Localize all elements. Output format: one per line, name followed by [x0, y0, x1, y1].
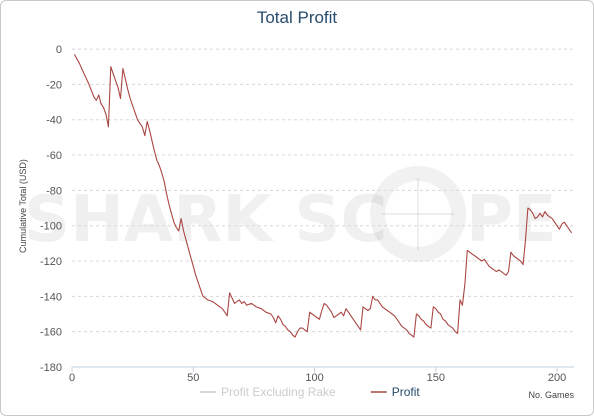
y-tick-label: -160	[40, 327, 62, 339]
y-tick-label: 0	[56, 44, 62, 56]
y-tick-label: -100	[40, 221, 62, 233]
x-tick-label: 100	[305, 372, 323, 384]
x-tick-label: 150	[427, 372, 445, 384]
y-tick-label: -140	[40, 291, 62, 303]
x-tick-label: 200	[548, 372, 566, 384]
legend-label: Profit Excluding Rake	[221, 385, 336, 399]
series-line-profit	[73, 54, 573, 338]
watermark-text-left: SHARK SC	[24, 183, 387, 257]
legend-label: Profit	[392, 385, 421, 399]
watermark-scope-inner	[385, 181, 451, 247]
y-tick-label: -120	[40, 256, 62, 268]
y-tick-label: -40	[46, 115, 62, 127]
y-axis-label: Cumulative Total (USD)	[18, 159, 28, 253]
y-tick-label: -20	[46, 79, 62, 91]
legend: Profit Excluding Rake Profit	[200, 385, 420, 399]
legend-item[interactable]: Profit	[370, 385, 421, 399]
y-tick-label: -80	[46, 185, 62, 197]
legend-item[interactable]: Profit Excluding Rake	[200, 385, 336, 399]
chart-title: Total Profit	[256, 8, 338, 27]
y-tick-label: -60	[46, 150, 62, 162]
watermark-text-right: PE	[466, 183, 557, 257]
x-tick-label: 0	[69, 372, 75, 384]
x-axis-label: No. Games	[528, 390, 574, 400]
x-tick-label: 50	[187, 372, 199, 384]
sharkscope-watermark: SHARK SC PE	[24, 166, 557, 262]
y-tick-label: -180	[40, 362, 62, 374]
